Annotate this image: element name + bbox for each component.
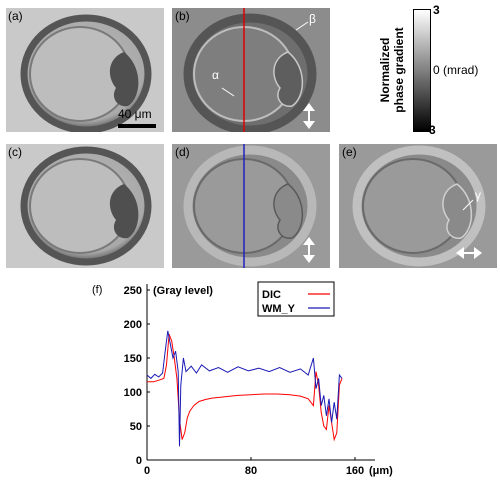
panel-a-image [20,14,152,132]
x-tick-label: 160 [346,465,364,477]
y-tick-label: 200 [124,319,142,331]
cell-structure [273,51,304,107]
annotation-pointer [295,21,309,31]
legend-label: WM_Y [262,303,296,315]
panel-d-label: (d) [175,145,190,159]
x-tick-label: 80 [245,465,257,477]
y-tick-label: 0 [136,455,142,467]
y-tick-label: 150 [124,353,142,365]
beta-label: β [309,12,316,26]
series-line-wm-y [146,330,343,447]
panel-a-label: (a) [8,9,23,23]
panel-a: (a) 40 μm [6,8,164,132]
colorbar [413,9,431,132]
cell-structure [109,184,139,239]
x-tick-label: 0 [144,465,150,477]
scale-bar-label: 40 μm [118,107,152,121]
cell-structure [273,183,304,239]
panel-b: (b) β α [172,8,330,132]
y-tick-label: 100 [124,387,142,399]
panel-f-label: (f) [92,284,103,296]
panel-d-image [183,144,317,268]
panel-b-image [183,8,317,132]
legend-label: DIC [262,289,281,301]
colorbar-mid: 0 (mrad) [433,63,479,77]
cell-structure [442,183,473,239]
panel-b-label: (b) [175,9,190,23]
panel-c-label: (c) [8,145,22,159]
double-arrow-vertical-icon [303,103,315,129]
panel-d: (d) [172,144,330,268]
legend-box [257,281,335,317]
y-tick-label: 250 [124,285,142,297]
colorbar-min: -3 [425,123,436,137]
annotation-pointer [221,87,235,97]
panel-c: (c) [6,144,164,268]
panel-e: (e) γ [339,144,497,268]
colorbar-max: 3 [433,3,440,17]
panel-e-label: (e) [342,145,357,159]
panel-e-image [352,145,486,267]
annotation-pointer [462,199,474,211]
double-arrow-vertical-icon [303,237,315,263]
series-line-dic [147,334,343,442]
y-tick-label: 50 [130,421,142,433]
double-arrow-horizontal-icon [456,247,482,259]
scale-bar [118,124,156,128]
y-axis-label: (Gray level) [153,285,213,297]
alpha-label: α [212,68,219,82]
x-axis-label: (μm) [369,465,393,477]
cell-structure [109,52,139,107]
gamma-label: γ [475,188,481,202]
panel-c-image [20,146,152,266]
